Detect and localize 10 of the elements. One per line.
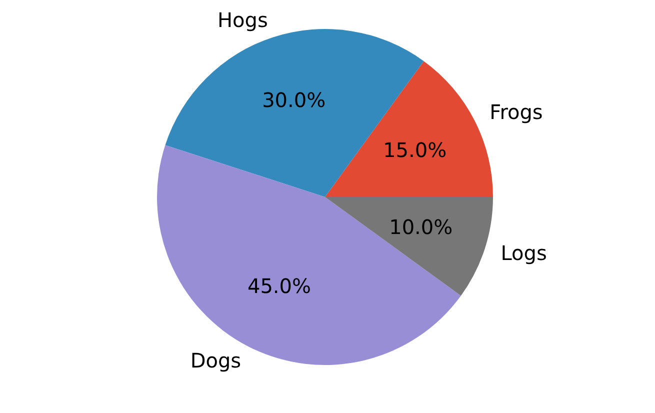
data-label: 10.0% xyxy=(389,215,453,240)
pie-slice xyxy=(325,197,493,296)
data-label: 45.0% xyxy=(247,274,312,298)
slice-label: Dogs xyxy=(190,348,242,373)
slice-label: Hogs xyxy=(218,8,268,32)
slice-label: Frogs xyxy=(490,100,543,124)
slice-label: Logs xyxy=(500,241,547,266)
data-label: 15.0% xyxy=(383,138,447,162)
data-label: 30.0% xyxy=(262,88,326,112)
pie-slice xyxy=(325,61,493,197)
